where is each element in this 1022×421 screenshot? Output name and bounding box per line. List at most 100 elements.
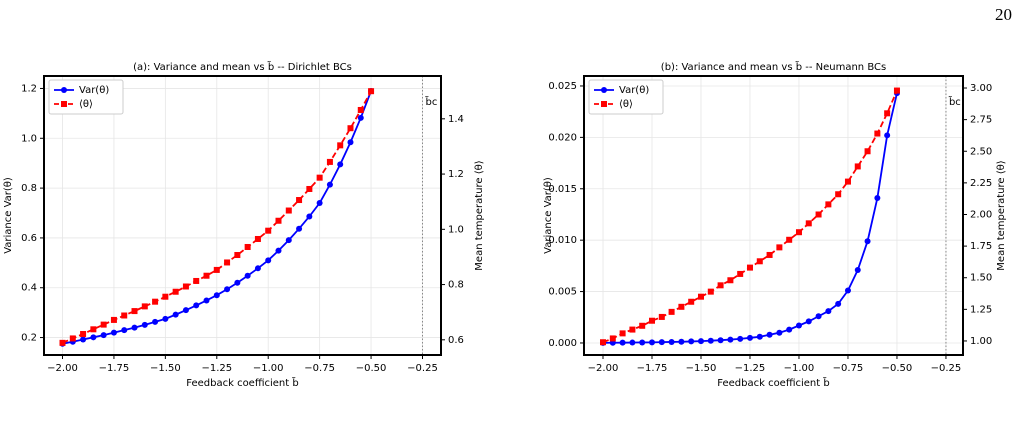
marker: [69, 335, 76, 342]
marker: [884, 132, 891, 139]
marker: [639, 322, 646, 329]
x-tick-label: −1.00: [784, 363, 815, 374]
marker: [649, 317, 656, 324]
marker: [368, 88, 375, 95]
marker: [326, 181, 333, 188]
x-tick-label: −0.50: [356, 363, 387, 374]
y-axis-label: Variance Var(θ): [543, 177, 554, 254]
y2-tick-label: 1.2: [448, 169, 464, 180]
y2-tick-label: 0.8: [448, 280, 464, 291]
marker: [110, 316, 117, 323]
y2-tick-label: 1.25: [970, 304, 992, 315]
marker: [182, 307, 189, 314]
y2-tick-label: 2.75: [970, 115, 992, 126]
marker: [649, 339, 656, 346]
marker: [737, 335, 744, 342]
marker: [854, 266, 861, 273]
marker: [193, 277, 200, 284]
marker: [357, 114, 364, 121]
marker: [326, 158, 333, 165]
legend-label: ⟨θ⟩: [619, 99, 633, 110]
marker: [296, 225, 303, 232]
marker: [100, 321, 107, 328]
marker: [884, 110, 891, 117]
marker: [275, 247, 282, 254]
axes-frame: [583, 75, 964, 356]
x-tick-label: −1.50: [150, 363, 181, 374]
marker: [707, 337, 714, 344]
y-tick-label: 0.015: [548, 184, 577, 195]
marker: [244, 243, 251, 250]
marker: [162, 293, 169, 300]
page-number: 20: [995, 5, 1012, 24]
marker: [296, 197, 303, 204]
marker: [224, 286, 231, 293]
marker: [59, 339, 66, 346]
y2-tick-label: 1.4: [448, 114, 464, 125]
marker: [285, 207, 292, 214]
marker: [141, 303, 148, 310]
marker: [203, 272, 210, 279]
marker: [737, 270, 744, 277]
marker: [619, 339, 626, 346]
y2-tick-label: 1.50: [970, 273, 992, 284]
marker: [835, 300, 842, 307]
y2-tick-label: 3.00: [970, 83, 992, 94]
marker: [162, 315, 169, 322]
marker: [182, 283, 189, 290]
marker: [864, 148, 871, 155]
marker: [316, 174, 323, 181]
x-tick-label: −2.00: [588, 363, 619, 374]
y2-tick-label: 0.6: [448, 335, 464, 346]
y-tick-label: 0.8: [21, 183, 37, 194]
legend-label: Var(θ): [79, 85, 109, 96]
chart-title: (a): Variance and mean vs b̃ -- Dirichle…: [133, 60, 352, 73]
marker: [795, 229, 802, 236]
marker: [254, 265, 261, 272]
marker: [347, 139, 354, 146]
x-tick-label: −0.25: [407, 363, 438, 374]
marker: [172, 288, 179, 295]
marker: [100, 332, 107, 339]
legend-marker: [601, 87, 607, 93]
marker: [609, 335, 616, 342]
marker: [727, 277, 734, 284]
x-tick-label: −2.00: [47, 363, 78, 374]
x-tick-label: −0.50: [882, 363, 913, 374]
y2-tick-label: 1.0: [448, 224, 464, 235]
y-tick-label: 0.4: [21, 283, 37, 294]
marker: [337, 142, 344, 149]
marker: [668, 308, 675, 315]
marker: [254, 235, 261, 242]
marker: [815, 211, 822, 218]
x-tick-label: −1.75: [637, 363, 668, 374]
y2-axis-label: Mean temperature ⟨θ⟩: [474, 160, 485, 270]
x-axis-label: Feedback coefficient b̃: [186, 376, 298, 389]
marker: [746, 334, 753, 341]
marker: [825, 201, 832, 208]
marker: [131, 308, 138, 315]
marker: [131, 324, 138, 331]
marker: [357, 106, 364, 113]
x-tick-label: −0.25: [931, 363, 962, 374]
marker: [835, 191, 842, 198]
marker: [766, 331, 773, 338]
marker: [776, 244, 783, 251]
marker: [306, 213, 313, 220]
marker: [285, 237, 292, 244]
marker: [717, 282, 724, 289]
marker: [746, 264, 753, 271]
marker: [224, 259, 231, 266]
marker: [678, 303, 685, 310]
y-tick-label: 0.6: [21, 233, 37, 244]
y-tick-label: 0.2: [21, 333, 37, 344]
marker: [678, 338, 685, 345]
marker: [854, 163, 861, 170]
x-tick-label: −0.75: [304, 363, 335, 374]
legend-box: [588, 79, 664, 115]
chart: (a): Variance and mean vs b̃ -- Dirichle…: [3, 60, 485, 389]
y2-tick-label: 1.75: [970, 241, 992, 252]
legend-marker: [61, 101, 67, 107]
marker: [600, 339, 607, 346]
